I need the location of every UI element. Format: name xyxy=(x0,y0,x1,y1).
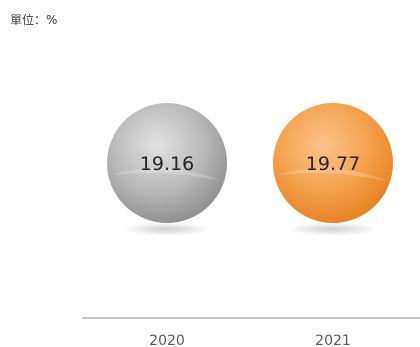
data-label-2020: 19.16 xyxy=(140,153,194,175)
x-tick-label-2021: 2021 xyxy=(315,333,351,347)
x-tick-label-2020: 2020 xyxy=(149,333,185,347)
bubble-shadow xyxy=(288,222,378,236)
data-label-2021: 19.77 xyxy=(306,153,360,175)
bubble-gloss xyxy=(277,168,387,181)
bubble-gloss xyxy=(111,168,221,181)
bubble-2020 xyxy=(107,103,227,223)
bubble-2021 xyxy=(273,103,393,223)
unit-label: 單位：% xyxy=(10,13,58,27)
bubble-shadow xyxy=(122,222,212,236)
